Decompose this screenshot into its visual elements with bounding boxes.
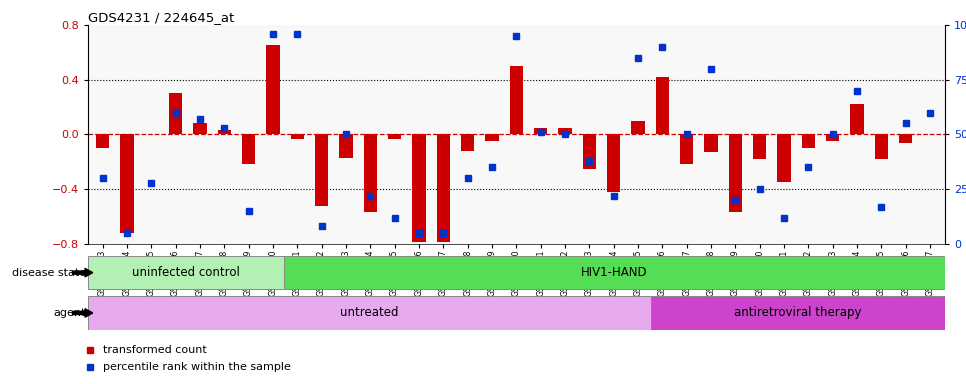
Bar [656,77,669,134]
Text: untreated: untreated [340,306,399,319]
Bar [242,134,255,164]
Bar [850,104,864,134]
Bar [704,134,718,152]
Bar [120,134,133,233]
Text: HIV1-HAND: HIV1-HAND [581,266,647,279]
Bar [582,134,596,169]
Bar [802,134,815,148]
Bar [217,130,231,134]
Bar [534,127,548,134]
Text: GDS4231 / 224645_at: GDS4231 / 224645_at [88,11,234,24]
Bar [680,134,694,164]
Bar [651,296,945,329]
Bar [899,134,913,142]
Bar [88,296,651,329]
Text: percentile rank within the sample: percentile rank within the sample [103,362,291,372]
Text: transformed count: transformed count [103,345,207,355]
Bar [291,134,304,139]
Bar [284,256,945,289]
Bar [607,134,620,192]
Bar [267,45,279,134]
Bar [728,134,742,212]
Bar [169,93,183,134]
Text: antiretroviral therapy: antiretroviral therapy [734,306,862,319]
Bar [558,127,572,134]
Bar [461,134,474,151]
Text: disease state: disease state [12,268,86,278]
Bar [88,256,284,289]
Bar [875,134,888,159]
Bar [437,134,450,242]
Bar [826,134,839,141]
Bar [96,134,109,148]
Text: uninfected control: uninfected control [132,266,240,279]
Bar [315,134,328,205]
Bar [193,123,207,134]
Bar [778,134,791,182]
Text: agent: agent [53,308,86,318]
Bar [510,66,523,134]
Bar [363,134,377,212]
Bar [485,134,498,141]
Bar [632,121,644,134]
Bar [753,134,766,159]
Bar [388,134,401,139]
Bar [412,134,426,242]
Bar [339,134,353,158]
